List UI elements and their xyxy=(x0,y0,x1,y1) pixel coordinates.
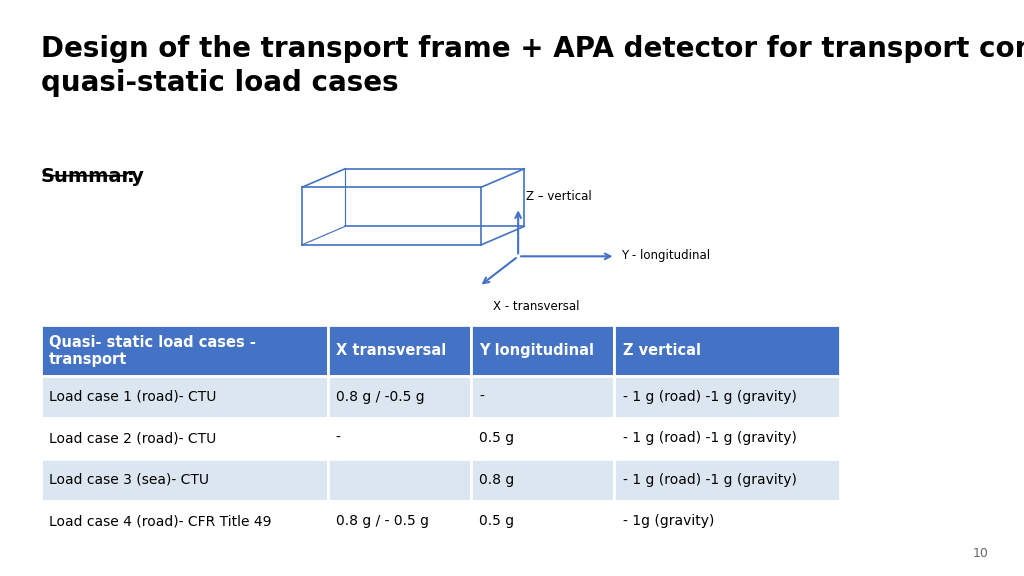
Bar xyxy=(41,418,328,459)
Text: -: - xyxy=(336,431,341,445)
Bar xyxy=(41,459,328,501)
Bar xyxy=(471,459,614,501)
Text: Load case 2 (road)- CTU: Load case 2 (road)- CTU xyxy=(49,431,216,445)
Bar xyxy=(328,501,471,542)
Bar xyxy=(471,501,614,542)
Text: 0.5 g: 0.5 g xyxy=(479,514,514,528)
Bar xyxy=(41,376,328,418)
Bar xyxy=(328,459,471,501)
Bar xyxy=(614,459,840,501)
Bar xyxy=(328,418,471,459)
Bar xyxy=(328,325,471,376)
Text: Z – vertical: Z – vertical xyxy=(526,190,592,203)
Text: Quasi- static load cases -
transport: Quasi- static load cases - transport xyxy=(49,335,256,367)
Text: Summary: Summary xyxy=(41,167,144,186)
Text: 0.8 g / - 0.5 g: 0.8 g / - 0.5 g xyxy=(336,514,429,528)
Text: Z vertical: Z vertical xyxy=(623,343,700,358)
Text: 0.5 g: 0.5 g xyxy=(479,431,514,445)
Bar xyxy=(41,501,328,542)
Text: 10: 10 xyxy=(972,547,988,560)
Text: - 1 g (road) -1 g (gravity): - 1 g (road) -1 g (gravity) xyxy=(623,390,797,404)
Text: Load case 4 (road)- CFR Title 49: Load case 4 (road)- CFR Title 49 xyxy=(49,514,271,528)
Text: 0.8 g / -0.5 g: 0.8 g / -0.5 g xyxy=(336,390,425,404)
Text: X transversal: X transversal xyxy=(336,343,446,358)
Text: Y - longitudinal: Y - longitudinal xyxy=(621,249,710,262)
Text: - 1g (gravity): - 1g (gravity) xyxy=(623,514,714,528)
Text: Y longitudinal: Y longitudinal xyxy=(479,343,594,358)
Text: Load case 1 (road)- CTU: Load case 1 (road)- CTU xyxy=(49,390,216,404)
Bar xyxy=(471,376,614,418)
Text: :: : xyxy=(127,167,135,186)
Bar xyxy=(614,376,840,418)
Bar xyxy=(614,418,840,459)
Text: 0.8 g: 0.8 g xyxy=(479,473,514,487)
Bar xyxy=(471,325,614,376)
Bar xyxy=(328,376,471,418)
Bar xyxy=(614,325,840,376)
Text: -: - xyxy=(479,390,484,404)
Bar xyxy=(41,325,328,376)
Bar xyxy=(614,501,840,542)
Text: - 1 g (road) -1 g (gravity): - 1 g (road) -1 g (gravity) xyxy=(623,473,797,487)
Text: Load case 3 (sea)- CTU: Load case 3 (sea)- CTU xyxy=(49,473,209,487)
Bar xyxy=(471,418,614,459)
Text: - 1 g (road) -1 g (gravity): - 1 g (road) -1 g (gravity) xyxy=(623,431,797,445)
Text: Design of the transport frame + APA detector for transport conditions –
quasi-st: Design of the transport frame + APA dete… xyxy=(41,35,1024,97)
Text: X - transversal: X - transversal xyxy=(493,300,579,313)
